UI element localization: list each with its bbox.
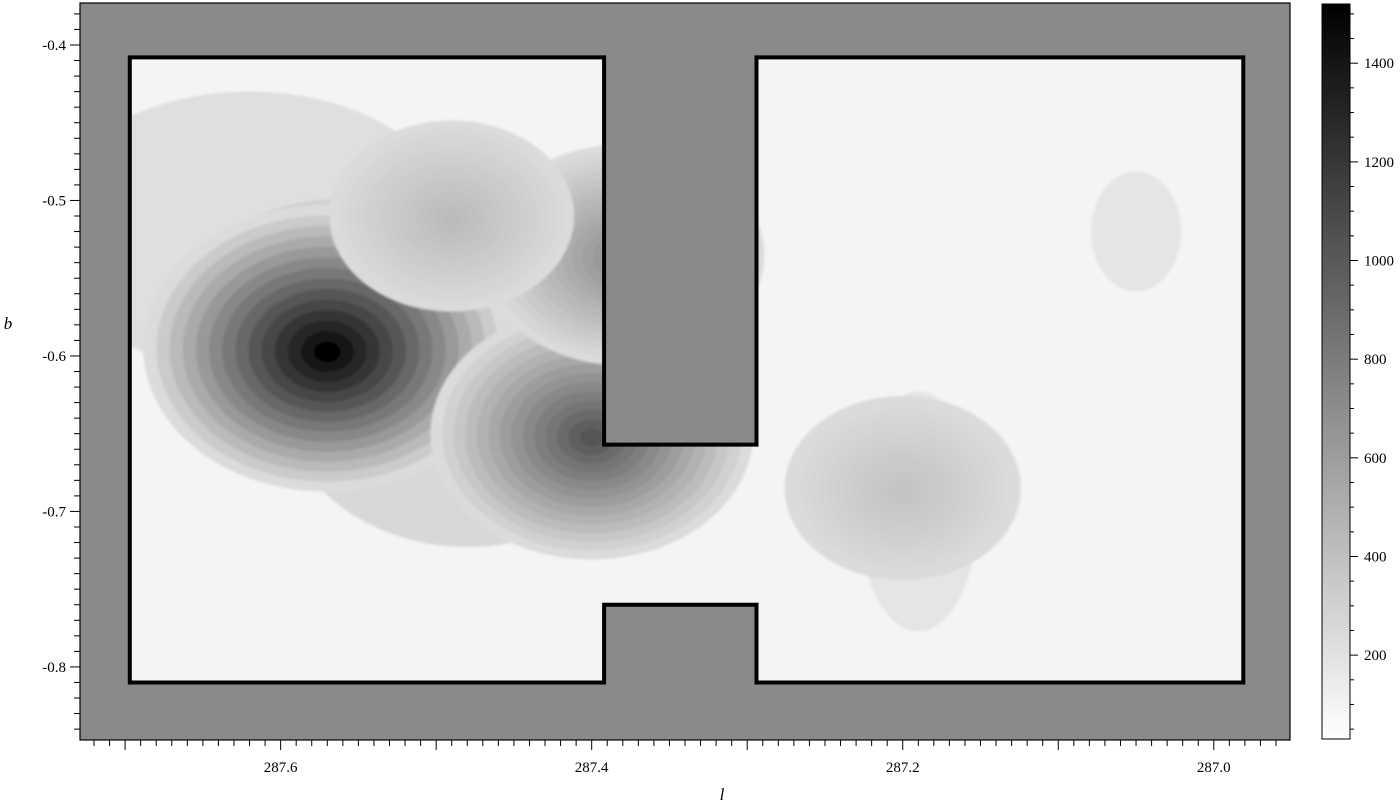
colorbar-tick-label: 800 [1364, 352, 1387, 368]
colorbar-tick-label: 1400 [1364, 56, 1394, 72]
y-tick-label: -0.6 [42, 349, 66, 365]
colorbar-tick-label: 200 [1364, 648, 1387, 664]
contour-level-peak-5 [894, 485, 912, 499]
x-axis-title: l [720, 785, 725, 804]
colorbar-gradient [1321, 3, 1351, 740]
y-tick-label: -0.7 [42, 504, 66, 520]
y-axis-title: b [4, 314, 13, 333]
y-tick-label: -0.4 [42, 38, 66, 54]
x-tick-label: 287.6 [264, 760, 298, 776]
x-tick-label: 287.2 [886, 760, 920, 776]
contour-level-peak-2 [580, 428, 604, 447]
x-axis: 287.6 287.4 287.2 287.0 [93, 740, 1277, 776]
y-tick-label: -0.5 [42, 193, 66, 209]
colorbar-tick-label: 1200 [1364, 155, 1394, 171]
colorbar-tick-label: 400 [1364, 549, 1387, 565]
colorbar: 200 400 600 800 1000 1200 1400 [1321, 3, 1394, 740]
colorbar-ticks: 200 400 600 800 1000 1200 1400 [1350, 13, 1394, 730]
x-tick-label: 287.4 [575, 760, 609, 776]
colorbar-tick-label: 1000 [1364, 254, 1394, 270]
contour-level-peak-4 [442, 212, 461, 227]
survey-outline [127, 55, 1246, 685]
y-tick-label: -0.8 [42, 660, 66, 676]
contour-level-peak-1 [314, 341, 341, 363]
colorbar-tick-label: 600 [1364, 451, 1387, 467]
contour-background-band [1091, 171, 1182, 292]
y-axis: -0.4 -0.5 -0.6 -0.7 -0.8 [42, 13, 80, 730]
x-tick-label: 287.0 [1197, 760, 1231, 776]
